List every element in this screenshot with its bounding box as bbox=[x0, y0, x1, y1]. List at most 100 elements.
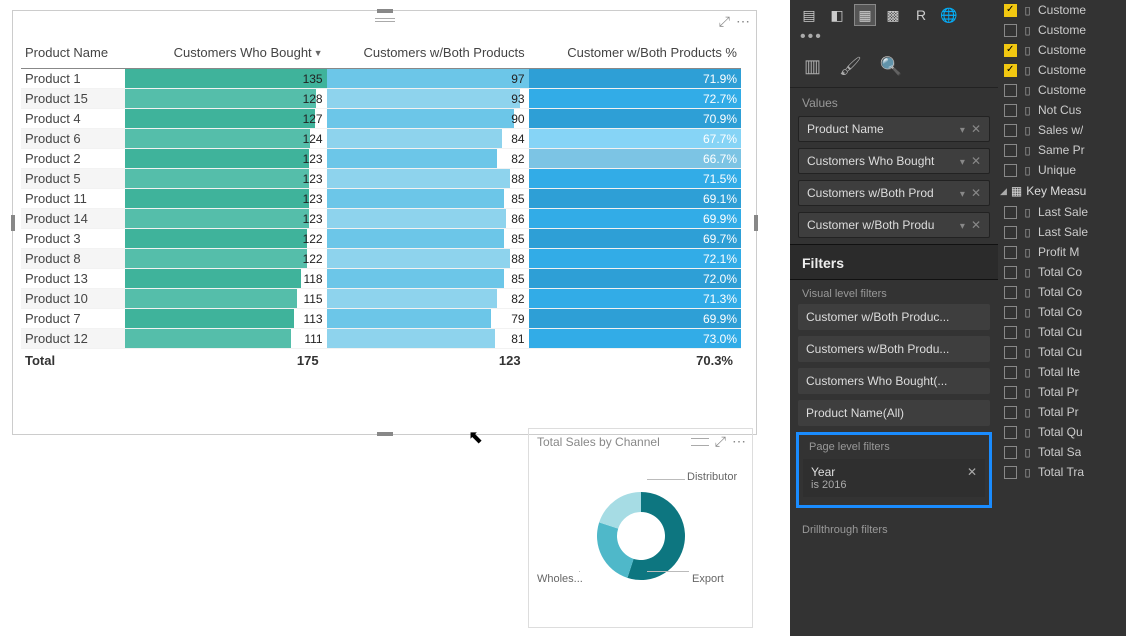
field-item[interactable]: ▯Total Co bbox=[998, 262, 1126, 282]
checkbox[interactable] bbox=[1004, 164, 1017, 177]
field-item[interactable]: ▯Unique bbox=[998, 160, 1126, 180]
checkbox[interactable] bbox=[1004, 386, 1017, 399]
table-visual[interactable]: ⤢ ⋯ Product NameCustomers Who Bought▼Cus… bbox=[12, 10, 757, 435]
column-header[interactable]: Customers w/Both Products bbox=[327, 39, 529, 69]
field-item[interactable]: ▯Total Co bbox=[998, 282, 1126, 302]
table-row[interactable]: Product 41279070.9% bbox=[21, 109, 741, 129]
checkbox[interactable] bbox=[1004, 266, 1017, 279]
field-item[interactable]: ▯Total Pr bbox=[998, 382, 1126, 402]
table-row[interactable]: Product 31228569.7% bbox=[21, 229, 741, 249]
field-item[interactable]: ▯Same Pr bbox=[998, 140, 1126, 160]
field-item[interactable]: ▯Total Cu bbox=[998, 342, 1126, 362]
visual-filter-item[interactable]: Product Name(All) bbox=[798, 400, 990, 426]
field-well[interactable]: Customers Who Bought▾✕ bbox=[798, 148, 990, 174]
field-item[interactable]: ▯Custome bbox=[998, 0, 1126, 20]
focus-mode-icon[interactable]: ⤢ bbox=[719, 13, 730, 30]
remove-field-icon[interactable]: ✕ bbox=[971, 154, 981, 168]
analytics-tab-icon[interactable]: 🔍 bbox=[880, 56, 902, 77]
expand-icon[interactable]: ◢ bbox=[1000, 186, 1007, 197]
checkbox[interactable] bbox=[1004, 366, 1017, 379]
table-row[interactable]: Product 61248467.7% bbox=[21, 129, 741, 149]
visual-filter-item[interactable]: Customer w/Both Produc... bbox=[798, 304, 990, 330]
checkbox[interactable] bbox=[1004, 64, 1017, 77]
viz-icon[interactable]: ◧ bbox=[826, 4, 848, 26]
field-item[interactable]: ▯Total Cu bbox=[998, 322, 1126, 342]
viz-icon[interactable]: ▩ bbox=[882, 4, 904, 26]
field-item[interactable]: ▯Sales w/ bbox=[998, 120, 1126, 140]
viz-icon[interactable]: ▤ bbox=[798, 4, 820, 26]
checkbox[interactable] bbox=[1004, 246, 1017, 259]
field-item[interactable]: ▯Profit M bbox=[998, 242, 1126, 262]
field-item[interactable]: ▯Total Tra bbox=[998, 462, 1126, 482]
table-row[interactable]: Product 151289372.7% bbox=[21, 89, 741, 109]
checkbox[interactable] bbox=[1004, 346, 1017, 359]
checkbox[interactable] bbox=[1004, 4, 1017, 17]
checkbox[interactable] bbox=[1004, 306, 1017, 319]
more-viz-icon[interactable]: ••• bbox=[790, 28, 998, 50]
move-grip-icon[interactable] bbox=[375, 17, 395, 23]
field-well[interactable]: Product Name▾✕ bbox=[798, 116, 990, 142]
chevron-down-icon[interactable]: ▾ bbox=[960, 157, 965, 168]
checkbox[interactable] bbox=[1004, 24, 1017, 37]
field-item[interactable]: ▯Last Sale bbox=[998, 222, 1126, 242]
report-canvas[interactable]: ⤢ ⋯ Product NameCustomers Who Bought▼Cus… bbox=[0, 0, 790, 636]
checkbox[interactable] bbox=[1004, 124, 1017, 137]
chevron-down-icon[interactable]: ▾ bbox=[960, 221, 965, 232]
field-item[interactable]: ▯Not Cus bbox=[998, 100, 1126, 120]
resize-handle-right[interactable] bbox=[754, 215, 758, 231]
field-well[interactable]: Customers w/Both Prod▾✕ bbox=[798, 180, 990, 206]
field-item[interactable]: ▯Custome bbox=[998, 20, 1126, 40]
field-item[interactable]: ▯Total Qu bbox=[998, 422, 1126, 442]
checkbox[interactable] bbox=[1004, 84, 1017, 97]
focus-mode-icon[interactable]: ⤢ bbox=[715, 433, 726, 450]
more-options-icon[interactable]: ⋯ bbox=[732, 433, 746, 450]
remove-field-icon[interactable]: ✕ bbox=[971, 122, 981, 136]
donut-visual[interactable]: ⤢ ⋯ Total Sales by Channel DistributorEx… bbox=[528, 428, 753, 628]
field-item[interactable]: ▯Total Pr bbox=[998, 402, 1126, 422]
column-header[interactable]: Product Name bbox=[21, 39, 125, 69]
table-row[interactable]: Product 121118173.0% bbox=[21, 329, 741, 349]
viz-icon-globe[interactable]: 🌐 bbox=[938, 4, 960, 26]
field-well[interactable]: Customer w/Both Produ▾✕ bbox=[798, 212, 990, 238]
field-group[interactable]: ◢▦Key Measu bbox=[998, 180, 1126, 202]
table-row[interactable]: Product 111238569.1% bbox=[21, 189, 741, 209]
field-item[interactable]: ▯Custome bbox=[998, 40, 1126, 60]
chevron-down-icon[interactable]: ▾ bbox=[960, 125, 965, 136]
field-item[interactable]: ▯Total Co bbox=[998, 302, 1126, 322]
format-tab-icon[interactable]: 🖌 bbox=[839, 56, 862, 77]
column-header[interactable]: Customer w/Both Products % bbox=[529, 39, 741, 69]
visual-filter-item[interactable]: Customers w/Both Produ... bbox=[798, 336, 990, 362]
field-item[interactable]: ▯Custome bbox=[998, 80, 1126, 100]
column-header[interactable]: Customers Who Bought▼ bbox=[125, 39, 327, 69]
table-row[interactable]: Product 81228872.1% bbox=[21, 249, 741, 269]
checkbox[interactable] bbox=[1004, 44, 1017, 57]
table-row[interactable]: Product 11359771.9% bbox=[21, 69, 741, 89]
visual-filter-item[interactable]: Customers Who Bought(... bbox=[798, 368, 990, 394]
viz-icon-table[interactable]: ▦ bbox=[854, 4, 876, 26]
checkbox[interactable] bbox=[1004, 466, 1017, 479]
field-item[interactable]: ▯Last Sale bbox=[998, 202, 1126, 222]
checkbox[interactable] bbox=[1004, 446, 1017, 459]
field-item[interactable]: ▯Custome bbox=[998, 60, 1126, 80]
table-row[interactable]: Product 71137969.9% bbox=[21, 309, 741, 329]
clear-filter-icon[interactable]: ✕ bbox=[967, 465, 977, 479]
table-row[interactable]: Product 101158271.3% bbox=[21, 289, 741, 309]
remove-field-icon[interactable]: ✕ bbox=[971, 218, 981, 232]
resize-handle-bottom[interactable] bbox=[377, 432, 393, 436]
checkbox[interactable] bbox=[1004, 326, 1017, 339]
move-grip-icon[interactable] bbox=[691, 438, 709, 446]
checkbox[interactable] bbox=[1004, 226, 1017, 239]
fields-tab-icon[interactable]: ▥ bbox=[804, 56, 821, 77]
more-options-icon[interactable]: ⋯ bbox=[736, 13, 750, 30]
table-row[interactable]: Product 51238871.5% bbox=[21, 169, 741, 189]
field-item[interactable]: ▯Total Ite bbox=[998, 362, 1126, 382]
remove-field-icon[interactable]: ✕ bbox=[971, 186, 981, 200]
table-row[interactable]: Product 141238669.9% bbox=[21, 209, 741, 229]
resize-handle-top[interactable] bbox=[377, 9, 393, 13]
checkbox[interactable] bbox=[1004, 426, 1017, 439]
table-row[interactable]: Product 21238266.7% bbox=[21, 149, 741, 169]
checkbox[interactable] bbox=[1004, 206, 1017, 219]
checkbox[interactable] bbox=[1004, 406, 1017, 419]
checkbox[interactable] bbox=[1004, 144, 1017, 157]
checkbox[interactable] bbox=[1004, 286, 1017, 299]
